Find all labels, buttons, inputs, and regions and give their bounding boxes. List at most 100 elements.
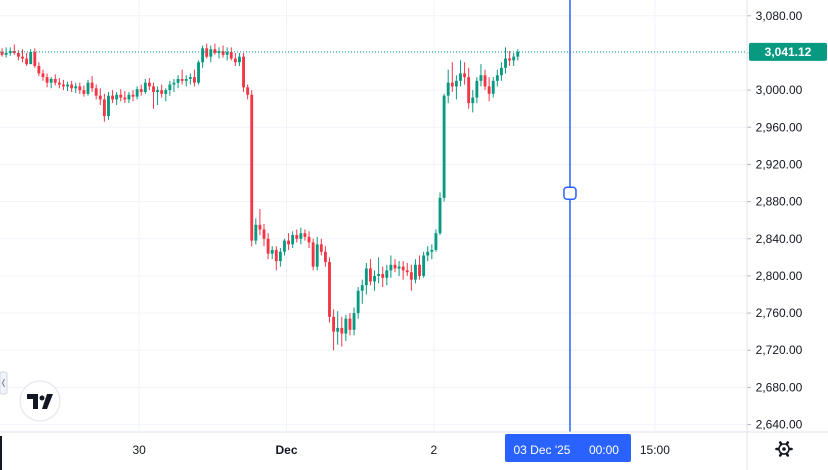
logo-badge bbox=[19, 380, 61, 422]
candle-body bbox=[254, 224, 258, 241]
price-tick-label: 2,880.00 bbox=[756, 195, 803, 209]
candle-body bbox=[238, 56, 241, 63]
candle-body bbox=[37, 65, 41, 74]
crosshair bbox=[563, 0, 577, 432]
candle-body bbox=[401, 266, 405, 271]
candle-body bbox=[197, 62, 200, 83]
candle-body bbox=[328, 261, 331, 317]
candle-body bbox=[323, 251, 327, 262]
last-price-badge bbox=[749, 42, 827, 61]
candle-body bbox=[274, 249, 278, 262]
candle-body bbox=[463, 73, 467, 78]
price-tick-label: 2,760.00 bbox=[756, 306, 803, 320]
candle-body bbox=[4, 52, 8, 55]
crosshair-date-label: 03 Dec '25 bbox=[513, 443, 570, 457]
candle-body bbox=[459, 73, 462, 81]
candle-body bbox=[303, 233, 307, 237]
candle-body bbox=[53, 78, 57, 83]
candle-body bbox=[499, 67, 503, 76]
candle-body bbox=[360, 285, 364, 291]
candle-body bbox=[225, 52, 229, 55]
price-tick-label: 2,840.00 bbox=[756, 232, 803, 246]
candle-body bbox=[131, 94, 135, 97]
time-tick-label: 30 bbox=[132, 443, 146, 457]
candle-body bbox=[135, 89, 139, 97]
candle-body bbox=[504, 58, 507, 68]
logo-mark-v bbox=[42, 394, 53, 409]
candle-body bbox=[442, 95, 446, 198]
candle-body bbox=[29, 52, 33, 65]
candle-body bbox=[209, 49, 213, 57]
candle-body bbox=[467, 77, 471, 104]
candle-body bbox=[201, 48, 205, 63]
candle-body bbox=[94, 88, 98, 96]
candle-body bbox=[348, 318, 352, 330]
candle-body bbox=[33, 52, 37, 66]
crosshair-handle[interactable] bbox=[563, 186, 577, 200]
candle-body bbox=[205, 48, 209, 57]
price-axis[interactable]: 3,080.003,040.003,000.002,960.002,920.00… bbox=[747, 0, 828, 432]
candle-body bbox=[143, 82, 147, 92]
candle-body bbox=[352, 313, 356, 330]
chevron-left-icon bbox=[1, 378, 5, 388]
left-panel-toggle[interactable] bbox=[0, 371, 8, 470]
candle-body bbox=[111, 95, 114, 100]
candle-body bbox=[377, 274, 381, 276]
price-tick-label: 2,960.00 bbox=[756, 120, 803, 134]
price-tick-label: 2,800.00 bbox=[756, 269, 803, 283]
gear-icon[interactable] bbox=[775, 441, 793, 457]
candle-body bbox=[446, 82, 450, 96]
candle-body bbox=[311, 242, 315, 267]
time-axis-background bbox=[0, 432, 828, 470]
candle-body bbox=[307, 236, 311, 243]
tradingview-logo-icon[interactable] bbox=[19, 380, 61, 422]
candle-body bbox=[422, 255, 426, 276]
candle-body bbox=[336, 327, 340, 332]
candle-body bbox=[172, 82, 176, 85]
candle-body bbox=[45, 77, 49, 83]
candle-body bbox=[156, 90, 160, 92]
time-tick-label: 2 bbox=[431, 443, 438, 457]
candle-body bbox=[41, 73, 45, 78]
candle-body bbox=[491, 80, 495, 94]
candle-body bbox=[115, 94, 119, 100]
candle-body bbox=[385, 270, 389, 278]
candle-body bbox=[0, 52, 4, 55]
candle-body bbox=[508, 58, 512, 61]
candle-body bbox=[70, 84, 74, 89]
candle-body bbox=[21, 56, 24, 59]
candle-body bbox=[242, 56, 245, 88]
logo-mark-dot bbox=[39, 395, 45, 401]
candle-body bbox=[221, 51, 225, 55]
candle-body bbox=[74, 86, 78, 89]
candle-body bbox=[295, 235, 299, 239]
candle-body bbox=[319, 244, 323, 252]
candle-body bbox=[8, 51, 12, 53]
candle-body bbox=[57, 82, 61, 85]
candle-body bbox=[270, 249, 274, 254]
candle-body bbox=[82, 90, 86, 94]
candle-body bbox=[483, 75, 487, 87]
candle-body bbox=[389, 264, 393, 271]
candle-body bbox=[278, 251, 282, 262]
candle-body bbox=[164, 90, 168, 94]
candle-body bbox=[98, 95, 102, 100]
candle-body bbox=[426, 251, 430, 256]
candle-body bbox=[340, 327, 344, 334]
candle-body bbox=[152, 86, 155, 92]
candle-body bbox=[438, 197, 442, 234]
candle-body bbox=[364, 268, 368, 286]
left-toggle-tab[interactable] bbox=[0, 371, 8, 395]
candle-body bbox=[393, 264, 397, 269]
candle-body bbox=[332, 316, 336, 332]
candle-body bbox=[213, 49, 217, 53]
candle-body bbox=[405, 270, 409, 273]
candle-body bbox=[315, 244, 319, 267]
candle-body bbox=[127, 94, 131, 100]
candle-body bbox=[475, 80, 479, 98]
candle-body bbox=[147, 82, 151, 87]
candle-body bbox=[430, 249, 434, 252]
candle-body bbox=[368, 268, 372, 282]
